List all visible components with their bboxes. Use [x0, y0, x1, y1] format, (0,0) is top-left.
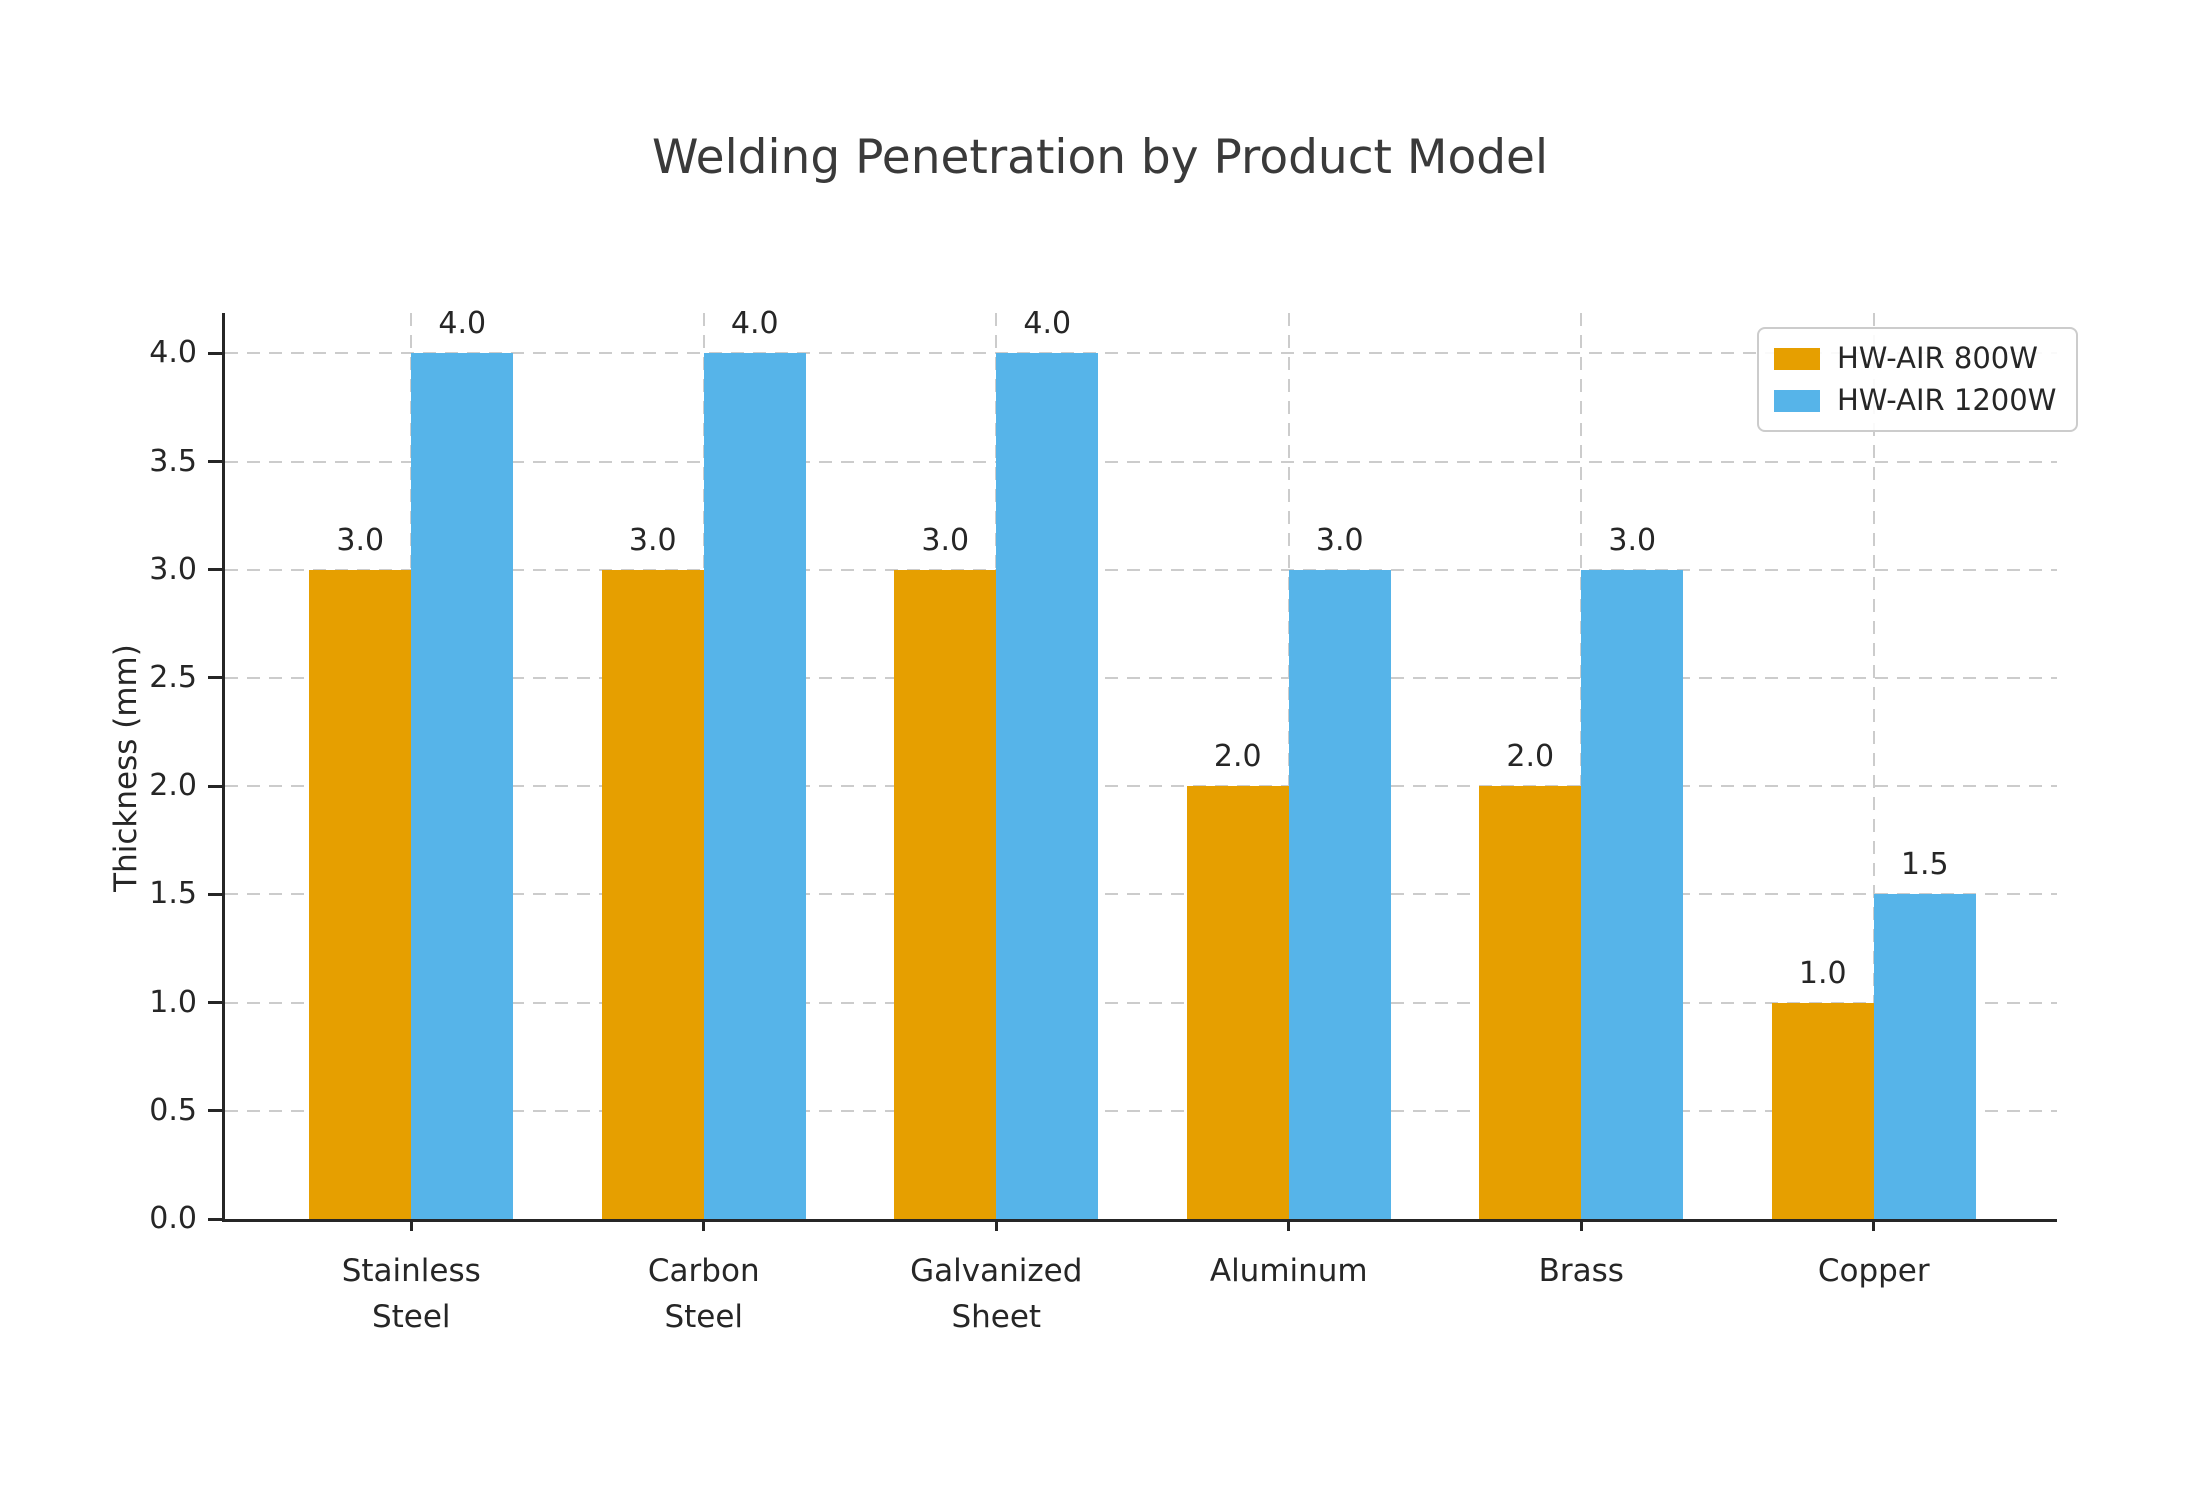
- bar-value-label: 3.0: [921, 522, 970, 558]
- h-gridline: [225, 893, 2057, 896]
- bar-hw-air-800w-stainless-steel: [309, 569, 412, 1219]
- h-gridline: [225, 1001, 2057, 1004]
- x-axis-category-label-copper: Copper: [1728, 1248, 2021, 1294]
- y-tick-label: 3.5: [149, 443, 197, 479]
- y-tick-label: 0.0: [149, 1201, 197, 1236]
- y-tick-label: 1.0: [149, 984, 197, 1020]
- y-tick-mark: [208, 676, 222, 680]
- bar-value-label: 1.0: [1798, 955, 1847, 991]
- y-tick-mark: [208, 1109, 222, 1113]
- x-axis-category-label-galvanized-sheet: Galvanized Sheet: [850, 1248, 1143, 1340]
- bar-value-label: 4.0: [1023, 306, 1072, 342]
- legend-label: HW-AIR 1200W: [1837, 383, 2057, 417]
- x-tick-mark: [1579, 1222, 1583, 1231]
- bar-hw-air-800w-copper: [1771, 1002, 1874, 1219]
- y-tick-label: 2.5: [149, 659, 197, 695]
- h-gridline: [225, 352, 2057, 355]
- y-tick-label: 2.0: [149, 768, 197, 804]
- x-axis-category-label-brass: Brass: [1435, 1248, 1728, 1294]
- bar-value-label: 3.0: [1608, 522, 1657, 558]
- y-tick-label: 3.0: [149, 551, 197, 587]
- y-tick-mark: [208, 892, 222, 896]
- x-tick-mark: [1872, 1222, 1876, 1231]
- x-axis-label-line: Aluminum: [1209, 1253, 1368, 1289]
- y-tick-mark: [208, 460, 222, 463]
- bar-hw-air-800w-brass: [1479, 786, 1582, 1219]
- h-gridline: [225, 568, 2057, 571]
- h-gridline: [225, 1109, 2057, 1112]
- legend-swatch-icon: [1774, 389, 1820, 412]
- y-tick-mark: [208, 784, 222, 788]
- bar-hw-air-800w-galvanized-sheet: [894, 569, 997, 1219]
- x-tick-mark: [994, 1222, 998, 1231]
- bar-hw-air-1200w-carbon-steel: [703, 353, 806, 1219]
- x-axis-category-label-stainless-steel: Stainless Steel: [265, 1248, 558, 1340]
- h-gridline: [225, 785, 2057, 788]
- bar-value-label: 3.0: [1315, 522, 1364, 558]
- chart-title: Welding Penetration by Product Model: [651, 130, 1549, 185]
- bar-hw-air-1200w-stainless-steel: [411, 353, 514, 1219]
- bar-value-label: 2.0: [1506, 739, 1555, 775]
- bar-value-label: 3.0: [628, 522, 677, 558]
- legend-label: HW-AIR 800W: [1837, 341, 2038, 375]
- x-axis-label-line: Brass: [1538, 1253, 1624, 1289]
- bar-hw-air-1200w-copper: [1873, 894, 1976, 1219]
- y-tick-mark: [208, 351, 222, 355]
- bar-value-label: 3.0: [336, 522, 385, 558]
- legend: HW-AIR 800W HW-AIR 1200W: [1757, 327, 2079, 432]
- legend-item-hw-air-800w: HW-AIR 800W: [1774, 342, 2056, 375]
- bar-value-label: 1.5: [1900, 847, 1949, 883]
- x-tick-mark: [409, 1222, 413, 1231]
- y-tick-label: 4.0: [149, 335, 197, 371]
- plot-area: 0.0 0.5 1.0 1.5 2.0 2.5 3.0 3.5 4.0 Stainless Stee…: [149, 307, 2057, 1335]
- x-tick-mark: [702, 1222, 706, 1231]
- bar-hw-air-1200w-brass: [1581, 569, 1684, 1219]
- x-axis-label-line: Galvanized: [910, 1253, 1083, 1289]
- y-tick-mark: [208, 1001, 222, 1005]
- bar-value-label: 4.0: [730, 306, 779, 342]
- bar-value-label: 2.0: [1213, 739, 1262, 775]
- bar-hw-air-800w-carbon-steel: [601, 569, 704, 1219]
- x-axis-label-line: Sheet: [951, 1299, 1042, 1335]
- y-tick-label: 0.5: [149, 1092, 197, 1128]
- y-tick-label: 1.5: [149, 876, 197, 912]
- h-gridline: [225, 460, 2057, 463]
- v-gridline: [1872, 313, 1875, 1219]
- bar-hw-air-800w-aluminum: [1186, 786, 1289, 1219]
- bar-hw-air-1200w-galvanized-sheet: [996, 353, 1099, 1219]
- legend-item-hw-air-1200w: HW-AIR 1200W: [1774, 384, 2056, 417]
- x-axis-label-line: Steel: [664, 1299, 744, 1335]
- h-gridline: [225, 676, 2057, 679]
- x-axis-label-line: Steel: [371, 1299, 451, 1335]
- x-axis-label-line: Stainless: [341, 1253, 481, 1289]
- x-axis-category-label-carbon-steel: Carbon Steel: [558, 1248, 851, 1340]
- bar-hw-air-1200w-aluminum: [1288, 569, 1391, 1219]
- y-tick-mark: [208, 1217, 222, 1221]
- legend-swatch-icon: [1774, 347, 1820, 370]
- bar-value-label: 4.0: [438, 306, 487, 342]
- x-axis-label-line: Carbon: [647, 1253, 760, 1289]
- x-axis-category-label-aluminum: Aluminum: [1143, 1248, 1436, 1294]
- y-tick-mark: [208, 568, 222, 572]
- x-axis-label-line: Copper: [1817, 1253, 1930, 1289]
- x-tick-mark: [1287, 1222, 1291, 1231]
